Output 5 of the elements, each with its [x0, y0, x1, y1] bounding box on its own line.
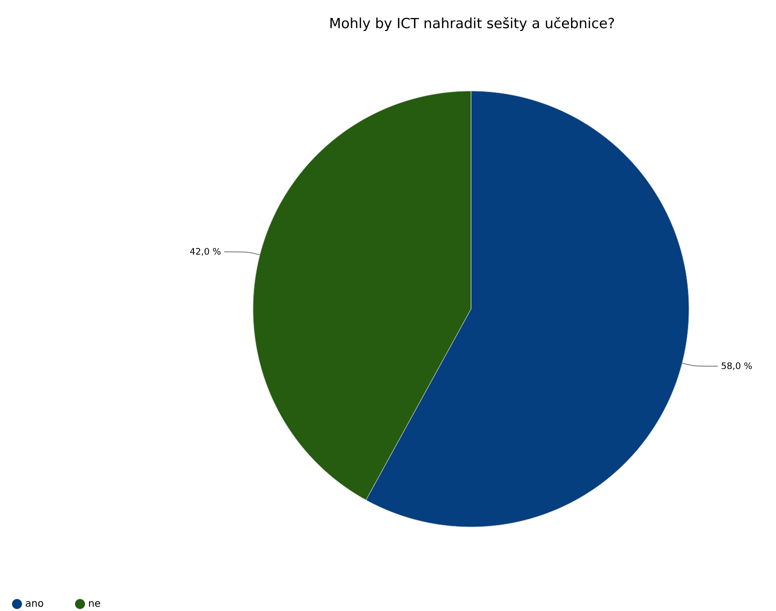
chart-title: Mohly by ICT nahradit sešity a učebnice? [330, 16, 614, 32]
data-label: 58,0 % [722, 362, 752, 370]
data-label: 42,0 % [190, 248, 221, 256]
legend-label: ne [89, 601, 100, 607]
legend-label: ano [26, 601, 44, 607]
